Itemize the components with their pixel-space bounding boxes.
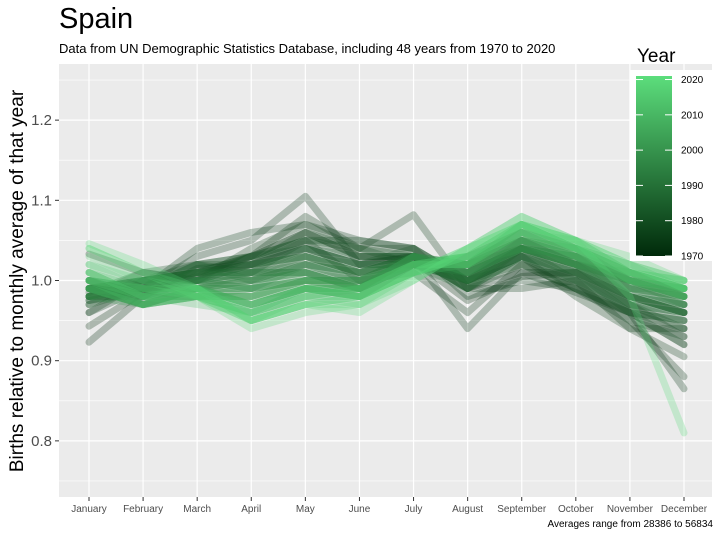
x-tick-label: June [349,504,371,515]
series-line-1999 [85,236,688,309]
series-line-2013 [85,220,688,317]
y-axis-label: Births relative to monthly average of th… [7,89,28,472]
legend-tick-label: 1970 [681,252,704,263]
series-line-2018 [85,212,688,325]
x-tick-label: July [405,504,423,515]
x-tick-label: August [452,504,483,515]
series-line-2010 [85,220,688,317]
series-line-2003 [85,228,688,309]
series-line-1974 [85,211,688,361]
series-line-1994 [85,236,688,300]
grid-major [59,64,712,497]
series-line-1981 [85,236,688,325]
series-line-1982 [85,244,688,325]
x-tick-label: February [123,504,163,515]
series-line-1980 [85,236,688,333]
series-line-1998 [85,244,688,300]
y-tick-label: 1.0 [31,273,52,290]
legend-tick-label: 2010 [681,110,704,121]
series-line-1983 [85,244,688,325]
y-tick-label: 1.2 [31,112,52,129]
series-line-1992 [85,244,688,300]
legend-title: Year [637,46,676,67]
series-line-1985 [85,244,688,317]
series-line-1972 [85,236,688,381]
x-tick-label: January [71,504,107,515]
series-line-1990 [85,244,688,309]
series-line-1976 [85,220,688,333]
series-line-1989 [85,252,688,317]
series-line-1984 [85,244,688,317]
y-tick-label: 0.8 [31,433,52,450]
x-axis: January February March April May June July Augu… [71,497,708,515]
series-line-2011 [85,228,688,309]
chart-title: Spain [59,3,134,35]
series-line-1997 [85,236,688,309]
series-line-2020 [85,220,688,437]
series-line-2005 [85,236,688,309]
series-line-1991 [85,236,688,309]
x-tick-label: November [607,504,654,515]
series-line-2006 [85,228,688,300]
series-line-2007 [85,228,688,317]
x-tick-label: April [241,504,261,515]
series-line-2009 [85,228,688,309]
series-line-1971 [85,228,688,341]
x-tick-label: December [661,504,708,515]
x-tick-label: October [558,504,594,515]
series-line-1979 [85,228,688,333]
legend-colorbar [636,76,672,256]
series-line-2002 [85,236,688,309]
series-line-2001 [85,236,688,309]
series-line-2014 [85,228,688,317]
series-line-1987 [85,236,688,317]
legend-tick-label: 1990 [681,181,704,192]
x-tick-label: September [497,504,547,515]
series-line-2019 [85,220,688,333]
series-line-2008 [85,220,688,309]
series-line-2004 [85,228,688,309]
series-line-1996 [85,244,688,309]
series-group [85,192,688,437]
x-tick-label: March [183,504,211,515]
series-line-1975 [85,220,688,349]
series-line-2000 [85,244,688,300]
series-line-2012 [85,220,688,325]
series-line-2015 [85,220,688,325]
y-tick-label: 0.9 [31,353,52,370]
grid-minor [59,79,712,482]
y-tick-label: 1.1 [31,192,52,209]
series-line-2017 [85,220,688,325]
series-line-1978 [85,236,688,341]
legend-tick-label: 1980 [681,216,704,227]
series-line-2016 [85,212,688,317]
series-line-1995 [85,244,688,300]
legend-tick-label: 2000 [681,146,704,157]
chart-subtitle: Data from UN Demographic Statistics Data… [59,41,556,56]
chart-caption: Averages range from 28386 to 56834 [547,519,714,530]
series-line-1993 [85,244,688,309]
legend-ticks: 1970 1980 1990 2000 2010 2020 [636,75,704,263]
series-line-1973 [85,192,688,393]
series-line-1986 [85,244,688,317]
series-line-1988 [85,244,688,309]
legend-tick-label: 2020 [681,75,704,86]
y-axis: 0.8 0.9 1.0 1.1 1.2 [31,112,59,450]
series-line-1970 [85,244,688,346]
series-line-1977 [85,228,688,349]
x-tick-label: May [296,504,315,515]
